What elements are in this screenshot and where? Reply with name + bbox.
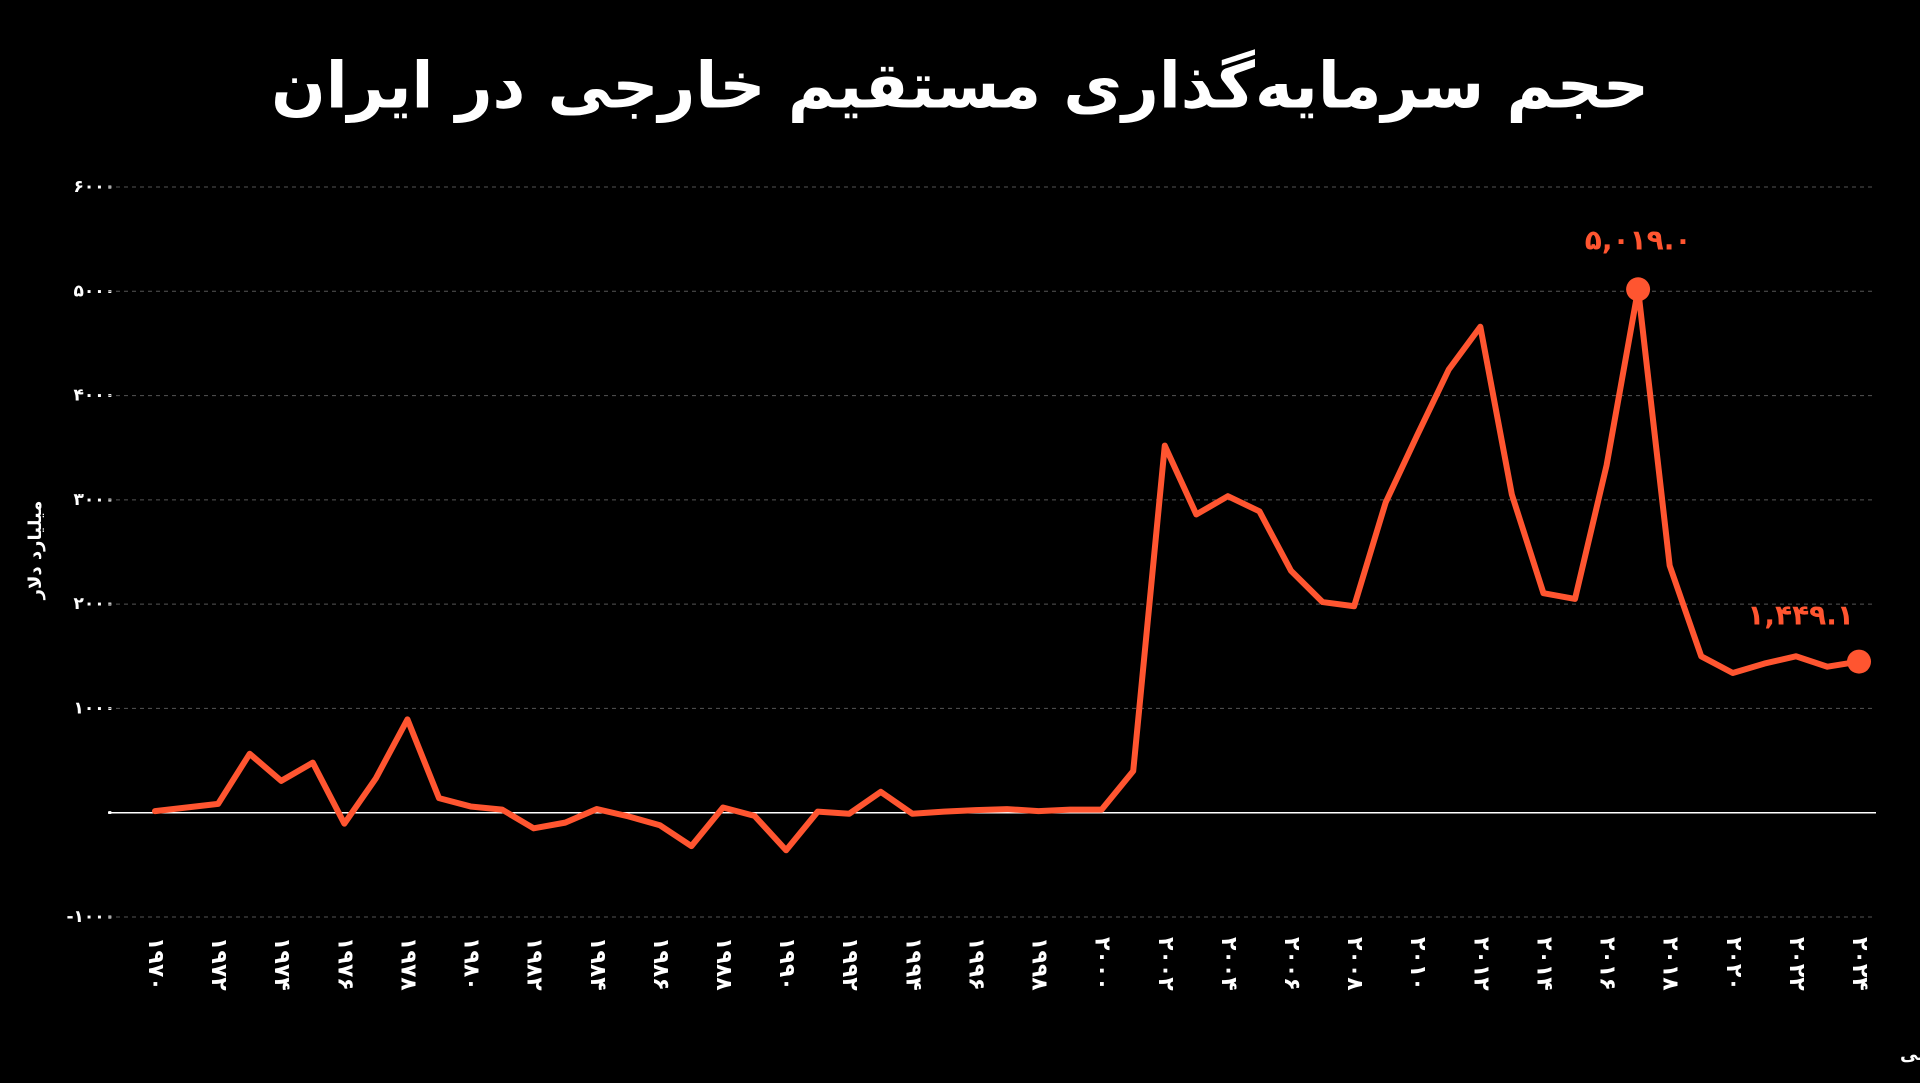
x-tick-label: ۱۹۷۴: [269, 937, 294, 991]
x-tick-label: ۲۰۰۶: [1279, 937, 1304, 991]
x-tick-label: ۲۰۲۲: [1784, 937, 1809, 991]
y-tick-label: -۱۰۰۰: [66, 907, 115, 927]
x-tick-label: ۲۰۰۲: [1153, 937, 1178, 991]
x-tick-label: ۱۹۸۸: [711, 937, 736, 991]
data-point: [1626, 277, 1651, 302]
x-tick-label: ۱۹۹۸: [1027, 937, 1052, 991]
data-line: [152, 286, 1862, 854]
x-tick-label: ۲۰۱۴: [1531, 937, 1556, 991]
x-tick-label: ۱۹۸۴: [585, 937, 610, 991]
data-point: [1847, 649, 1871, 674]
x-tick-label: ۱۹۸۰: [459, 937, 484, 991]
y-tick-label: ۱۰۰۰: [73, 698, 115, 718]
y-tick-label: ۳۰۰۰: [73, 490, 115, 510]
x-tick-label: ۲۰۱۲: [1468, 937, 1493, 991]
x-tick-label: ۱۹۹۲: [837, 937, 862, 991]
x-tick-label: ۱۹۷۰: [143, 937, 168, 991]
x-tick-label: ۱۹۷۶: [332, 937, 357, 991]
x-tick-label: ۲۰۰۴: [1216, 937, 1241, 991]
x-tick-label: ۲۰۱۰: [1405, 937, 1430, 991]
y-tick-label: ۴۰۰۰: [73, 386, 115, 406]
y-tick-label: ۶۰۰۰: [73, 177, 115, 197]
x-tick-label: ۲۰۰۰: [1090, 937, 1115, 991]
x-tick-label: ۱۹۷۲: [206, 937, 231, 991]
x-tick-label: ۲۰۲۴: [1847, 937, 1872, 991]
x-tick-label: ۱۹۸۲: [522, 937, 547, 991]
y-tick-label: ۵۰۰۰: [73, 281, 115, 301]
x-tick-label: ۱۹۷۸: [395, 937, 420, 991]
chart-title: حجم سرمایه‌گذاری مستقیم خارجی در ایران: [271, 49, 1649, 124]
x-tick-label: ۱۹۸۶: [648, 937, 673, 991]
data-label: ۵,۰۱۹.۰: [1585, 223, 1692, 256]
y-axis-label: میلیارد دلار: [25, 501, 46, 601]
x-tick-label: ۲۰۱۶: [1595, 937, 1620, 991]
x-tick-label: ۲۰۰۸: [1342, 937, 1367, 991]
data-label: ۱,۴۴۹.۱: [1747, 599, 1854, 632]
x-tick-label: ۱۹۹۶: [963, 937, 988, 991]
source-note: منبع داده: بانک جهانی: [1900, 1044, 1920, 1065]
x-tick-label: ۱۹۹۰: [774, 937, 799, 991]
y-tick-label: ۲۰۰۰: [73, 594, 115, 614]
x-tick-label: ۲۰۱۸: [1658, 937, 1683, 991]
x-tick-label: ۱۹۹۴: [900, 937, 925, 991]
x-tick-label: ۲۰۲۰: [1721, 937, 1746, 991]
